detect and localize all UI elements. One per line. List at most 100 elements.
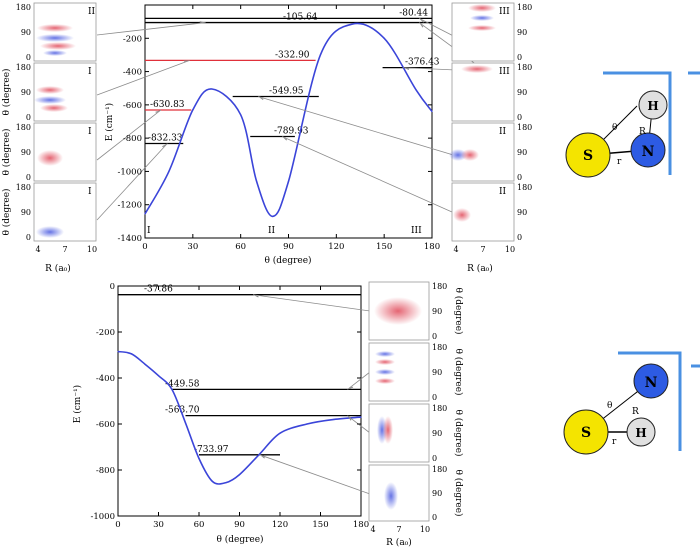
inset-left-2: I — [33, 62, 97, 122]
inset-right-3-label: II — [499, 127, 507, 137]
bottom-arrows — [252, 294, 371, 495]
right-inset-ytick-label-2-0: 180 — [517, 123, 532, 132]
right-inset-xtick-label-1: 7 — [480, 245, 485, 254]
bottom-xtick-label-4: 120 — [272, 520, 288, 530]
bottom-arrowhead-3 — [259, 454, 265, 459]
bottom-inset-ytick-label-1-1: 90 — [432, 368, 442, 377]
bottom-xtick-label-5: 150 — [312, 520, 328, 530]
bottom-inset-ytick-label-2-0: 180 — [432, 404, 447, 413]
bottom-inset-y-label-4: θ (degree) — [453, 469, 464, 516]
right-inset-ytick-label-1-1: 90 — [517, 88, 527, 97]
top-arrow-6 — [96, 109, 162, 161]
top-curve-point-3 — [211, 88, 213, 90]
bottom-arrowhead-0 — [253, 294, 259, 298]
inset-left-1: II — [33, 2, 97, 62]
bottom-arrowhead-1 — [347, 386, 354, 390]
top-curve-point-10 — [383, 37, 385, 39]
bottom-y-ticks: 0 -200 -400 -600 -800 -1000 — [90, 282, 361, 522]
top-bracket — [603, 71, 672, 175]
top-curve-point-5 — [256, 180, 258, 183]
bottom-inset-ytick-label-2-2: 0 — [432, 454, 437, 463]
right-inset-ytick-label-0-1: 90 — [517, 28, 527, 37]
inset-right-4: II — [451, 182, 515, 242]
left-inset-y-label-1: θ (degree) — [1, 68, 12, 115]
top-xtick-label-0: 0 — [142, 242, 147, 252]
top-level-label-5: -630.83 — [150, 100, 185, 110]
top-arrowhead-2 — [419, 22, 424, 28]
left-inset-y-label-3: θ (degree) — [1, 188, 12, 235]
region-label-II: II — [268, 226, 276, 236]
top-ytick-label-0: -200 — [123, 34, 142, 44]
bottom-atom-H — [626, 417, 656, 447]
top-ytick-label-6: -1400 — [117, 234, 142, 244]
top-arrowhead-4 — [403, 67, 409, 70]
bottom-inset-ytick-label-1-0: 180 — [432, 343, 447, 352]
left-inset-ytick-label-1-2: 0 — [26, 113, 31, 122]
bottom-inset-ytick-label-3-0: 180 — [432, 465, 447, 474]
bottom-inset-ytick-label-3-1: 90 — [432, 489, 442, 498]
bottom-level-label-2: -563.70 — [165, 406, 200, 416]
bottom-arrow-3 — [259, 454, 371, 495]
top-curve-point-12 — [431, 110, 433, 113]
top-ytick-label-4: -1000 — [117, 167, 142, 177]
left-inset-ytick-label-2-0: 180 — [16, 123, 31, 132]
bottom-r-label: r — [612, 437, 617, 447]
bottom-inset-xtick-label-0: 4 — [370, 525, 375, 534]
top-xtick-label-4: 120 — [328, 242, 344, 252]
left-inset-ytick-label-2-1: 90 — [21, 148, 31, 157]
top-atom-H-label: H — [647, 99, 658, 113]
bottom-xtick-label-2: 60 — [194, 520, 205, 530]
top-atom-S — [565, 132, 611, 178]
top-arrow-3 — [96, 60, 190, 96]
top-arrowhead-3 — [183, 60, 190, 62]
bottom-curve-point-12 — [306, 423, 308, 425]
bottom-molecule-diagram: S N H θ R r — [563, 351, 700, 455]
top-level-label-1: -105.64 — [283, 13, 318, 23]
bottom-curve-point-11 — [279, 432, 281, 434]
right-inset-ytick-label-3-1: 90 — [517, 208, 527, 217]
right-inset-ytick-label-0-0: 180 — [517, 3, 532, 12]
top-arrowhead-1 — [199, 21, 206, 23]
region-label-III: III — [411, 226, 422, 236]
inset-bottom-4 — [368, 464, 430, 522]
top-ytick-label-2: -600 — [123, 101, 142, 111]
inset-left-3-label: I — [88, 127, 92, 137]
right-inset-ytick-label-2-2: 0 — [517, 173, 522, 182]
bottom-curve-point-13 — [333, 418, 335, 420]
bottom-inset-ytick-label-3-2: 0 — [432, 513, 437, 522]
left-inset-ytick-label-0-0: 180 — [16, 3, 31, 12]
inset-right-4-label: II — [499, 187, 507, 197]
top-arrow-5 — [258, 96, 471, 161]
top-curve-point-0 — [144, 213, 146, 215]
bottom-curve-point-5 — [184, 422, 187, 424]
top-xtick-label-1: 30 — [187, 242, 198, 252]
top-curve-point-1 — [168, 170, 170, 173]
top-molecule-diagram: S N H θ R r — [565, 71, 700, 178]
bottom-atom-S-label: S — [581, 425, 591, 441]
left-inset-xtick-label-1: 7 — [62, 245, 67, 254]
bottom-ytick-label-5: -1000 — [90, 512, 115, 522]
bottom-curve-point-2 — [144, 363, 146, 365]
top-theta-label: θ — [612, 123, 617, 133]
bottom-curve-point-3 — [157, 375, 160, 377]
top-level-label-4: -549.95 — [269, 87, 304, 97]
top-atom-S-label: S — [583, 148, 593, 164]
bottom-R-label: R — [632, 407, 639, 417]
bottom-inset-xtick-label-2: 10 — [420, 525, 430, 534]
bottom-xtick-label-0: 0 — [115, 520, 120, 530]
bottom-inset-y-label-3: θ (degree) — [453, 409, 464, 456]
top-x-ticks: 0 30 60 90 120 150 180 — [142, 5, 440, 252]
top-xtick-label-6: 180 — [424, 242, 440, 252]
bottom-level-label-1: -449.58 — [165, 379, 200, 389]
top-curve-point-8 — [319, 54, 321, 56]
bottom-inset-y-label-1: θ (degree) — [453, 287, 464, 334]
top-ytick-label-3: -800 — [123, 134, 142, 144]
bottom-y-axis-label: E (cm⁻¹) — [72, 385, 83, 423]
top-xtick-label-5: 150 — [376, 242, 392, 252]
bottom-atom-S — [563, 409, 609, 455]
top-r-label: r — [617, 157, 622, 167]
left-inset-x-label: R (a₀) — [45, 263, 71, 274]
